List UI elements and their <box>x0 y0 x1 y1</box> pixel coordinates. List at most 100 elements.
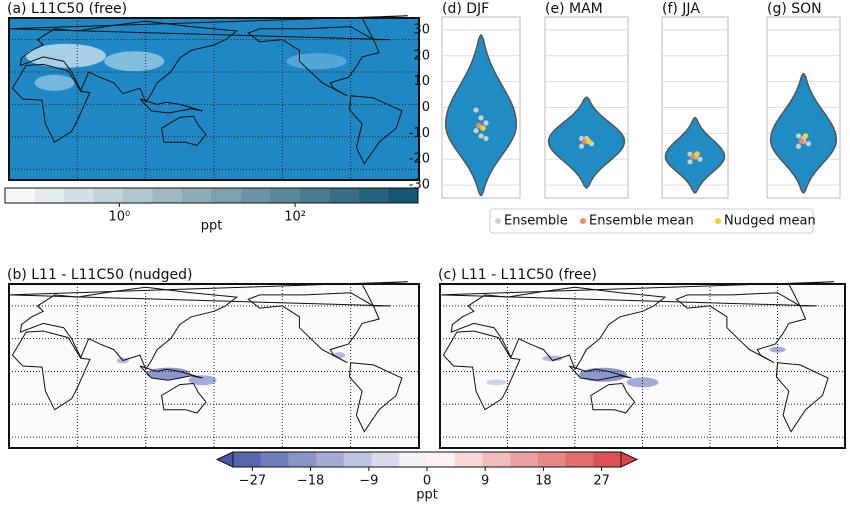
legend-box <box>489 208 814 234</box>
colorbar-segment <box>565 452 594 467</box>
coastline <box>439 281 834 307</box>
colorbar-segment <box>399 452 428 467</box>
map-panel: (c) L11 - L11C50 (free) <box>438 267 846 449</box>
colorbar-tick-label: 27 <box>593 474 610 489</box>
colorbar-tick-label: 0 <box>423 474 431 489</box>
colorbar-tick-label: −27 <box>239 474 266 489</box>
coastline <box>19 20 239 104</box>
ensemble-point <box>805 141 812 147</box>
colorbar-segment <box>316 452 345 467</box>
colorbar-tick-label: −9 <box>359 474 378 489</box>
map-frame <box>439 283 846 449</box>
map-field <box>34 74 75 91</box>
legend-marker <box>580 218 586 224</box>
map-field <box>333 352 346 359</box>
map-panel: (a) L11C50 (free) <box>7 1 420 181</box>
coastline <box>139 365 203 381</box>
coastline <box>775 362 829 433</box>
panel-title: (d) DJF <box>442 1 489 17</box>
map-field <box>25 43 106 68</box>
colorbar-segment <box>593 452 622 467</box>
coastline <box>247 26 380 97</box>
map-field <box>486 379 507 386</box>
colorbar-tick-label: −18 <box>297 474 324 489</box>
mean-point <box>480 125 486 131</box>
coastline <box>450 286 667 371</box>
ensemble-point <box>483 135 489 142</box>
ensemble-point <box>795 143 802 149</box>
mean-point <box>581 138 588 144</box>
colorbar-segment <box>388 188 419 203</box>
colorbar-segment <box>233 452 262 467</box>
ensemble-point <box>473 107 479 113</box>
ensemble-point <box>473 128 479 134</box>
y-tick-label: 20 <box>413 48 430 63</box>
panel-title: (e) MAM <box>545 1 603 17</box>
mean-point <box>802 133 809 139</box>
colorbar-segment <box>270 188 301 203</box>
colorbar-tick-label: 10⁰ <box>108 210 130 225</box>
map-field <box>146 367 191 380</box>
coastline <box>19 286 239 371</box>
mean-point <box>798 138 805 144</box>
colorbar-tick-label: 9 <box>481 474 489 489</box>
colorbar-segment <box>329 188 360 203</box>
colorbar-segment <box>5 188 35 203</box>
colorbar-segment <box>359 188 389 203</box>
panel-title: (f) JJA <box>662 1 700 17</box>
legend-label: Ensemble <box>504 214 568 229</box>
colorbar-segment <box>152 188 183 203</box>
colorbar-segment <box>300 188 330 203</box>
panel-title: (g) SON <box>767 1 822 17</box>
colorbar-extend <box>215 451 234 468</box>
legend-label: Ensemble mean <box>589 214 694 229</box>
colorbar-segment <box>482 452 511 467</box>
map-field <box>769 346 786 353</box>
coastline <box>139 98 203 114</box>
colorbar-segment <box>510 452 539 467</box>
colorbar-segment <box>211 188 242 203</box>
map-field <box>104 51 165 72</box>
map-panel: (b) L11 - L11C50 (nudged) <box>7 267 420 449</box>
colorbar-segment <box>241 188 271 203</box>
panel-title: (c) L11 - L11C50 (free) <box>438 267 597 283</box>
violin <box>769 73 838 194</box>
mean-point <box>690 153 696 160</box>
colorbar-tick-label: 18 <box>535 474 552 489</box>
coastline <box>590 382 636 414</box>
map-field <box>626 377 659 388</box>
legend-marker <box>715 218 721 224</box>
legend-label: Nudged mean <box>724 214 816 229</box>
ensemble-point <box>697 156 703 162</box>
panel-title: (b) L11 - L11C50 (nudged) <box>7 267 192 283</box>
ensemble-point <box>478 115 484 121</box>
colorbar-segment <box>427 452 456 467</box>
colorbar-segment <box>260 452 289 467</box>
colorbar-segment <box>343 452 373 467</box>
ensemble-point <box>478 133 484 139</box>
ensemble-point <box>687 159 693 165</box>
colorbar-segment <box>288 452 317 467</box>
colorbar-segment <box>537 452 567 467</box>
map-field <box>542 355 563 362</box>
y-tick-label: 30 <box>413 22 430 37</box>
coastline <box>11 330 91 411</box>
mean-point <box>476 122 482 129</box>
panel-title: (a) L11C50 (free) <box>7 1 127 17</box>
colorbar-segment <box>454 452 483 467</box>
colorbar-segment <box>64 188 94 203</box>
colorbar-segment <box>93 188 124 203</box>
coastline <box>161 382 207 414</box>
map-field <box>579 367 628 382</box>
y-tick-label: -10 <box>409 126 430 141</box>
map-frame <box>8 283 420 449</box>
mean-point <box>694 151 700 157</box>
colorbar-label: ppt <box>201 219 223 234</box>
ensemble-point <box>483 120 489 126</box>
map-field <box>286 53 347 70</box>
colorbar-frame <box>4 187 419 204</box>
y-tick-label: -20 <box>409 152 430 167</box>
mean-point <box>585 138 592 144</box>
coastline <box>442 330 521 411</box>
